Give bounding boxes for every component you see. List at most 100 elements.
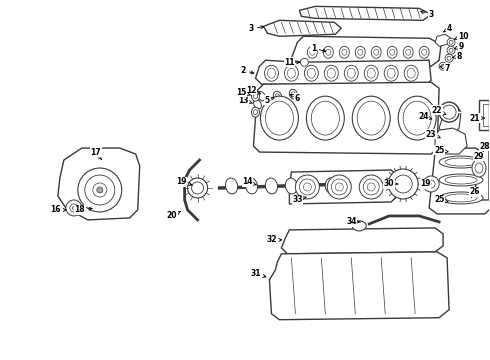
Ellipse shape xyxy=(273,91,282,101)
Ellipse shape xyxy=(192,182,203,194)
Ellipse shape xyxy=(439,192,483,204)
Text: 6: 6 xyxy=(290,94,300,103)
Ellipse shape xyxy=(85,175,115,205)
Ellipse shape xyxy=(245,178,258,194)
Polygon shape xyxy=(264,20,342,36)
Ellipse shape xyxy=(299,179,316,195)
Polygon shape xyxy=(58,148,140,220)
Polygon shape xyxy=(429,148,490,214)
Ellipse shape xyxy=(265,65,278,81)
Ellipse shape xyxy=(364,65,378,81)
Ellipse shape xyxy=(251,107,260,117)
Ellipse shape xyxy=(188,178,208,198)
Ellipse shape xyxy=(305,178,318,194)
Ellipse shape xyxy=(285,178,297,194)
Ellipse shape xyxy=(441,64,445,68)
Ellipse shape xyxy=(472,159,486,177)
Ellipse shape xyxy=(326,49,331,55)
Ellipse shape xyxy=(404,65,418,81)
Text: 13: 13 xyxy=(238,96,252,105)
Ellipse shape xyxy=(225,178,238,194)
Ellipse shape xyxy=(327,175,351,199)
Ellipse shape xyxy=(449,40,453,44)
Text: 25: 25 xyxy=(434,195,448,204)
Polygon shape xyxy=(439,106,461,134)
Ellipse shape xyxy=(403,46,413,58)
Text: 18: 18 xyxy=(74,206,92,215)
Ellipse shape xyxy=(387,46,397,58)
Text: 31: 31 xyxy=(250,269,266,278)
Ellipse shape xyxy=(359,175,383,199)
Ellipse shape xyxy=(258,91,266,101)
Ellipse shape xyxy=(266,101,294,135)
Text: 9: 9 xyxy=(455,42,464,51)
Ellipse shape xyxy=(357,101,385,135)
Ellipse shape xyxy=(439,156,483,168)
Ellipse shape xyxy=(419,46,429,58)
Polygon shape xyxy=(290,170,397,204)
Ellipse shape xyxy=(374,49,379,55)
Ellipse shape xyxy=(427,180,435,188)
Ellipse shape xyxy=(93,183,107,197)
Ellipse shape xyxy=(66,200,82,216)
Text: 19: 19 xyxy=(420,180,431,189)
Ellipse shape xyxy=(289,89,297,99)
Ellipse shape xyxy=(73,206,75,210)
Text: 19: 19 xyxy=(176,177,192,186)
Ellipse shape xyxy=(253,94,257,99)
Ellipse shape xyxy=(311,101,339,135)
Ellipse shape xyxy=(387,68,395,78)
Ellipse shape xyxy=(475,163,483,173)
Ellipse shape xyxy=(253,99,261,109)
Ellipse shape xyxy=(268,68,275,78)
Polygon shape xyxy=(255,60,431,86)
Text: 4: 4 xyxy=(443,24,452,33)
Text: 11: 11 xyxy=(284,58,300,67)
Ellipse shape xyxy=(304,65,319,81)
Ellipse shape xyxy=(406,49,411,55)
Ellipse shape xyxy=(384,65,398,81)
Ellipse shape xyxy=(266,178,277,194)
Text: 25: 25 xyxy=(434,145,448,154)
Ellipse shape xyxy=(371,46,381,58)
Ellipse shape xyxy=(344,65,358,81)
Polygon shape xyxy=(475,148,489,200)
Ellipse shape xyxy=(288,68,295,78)
Ellipse shape xyxy=(367,183,375,191)
Ellipse shape xyxy=(421,49,427,55)
Polygon shape xyxy=(299,6,431,20)
Text: 8: 8 xyxy=(453,52,462,61)
Text: 12: 12 xyxy=(246,86,261,95)
Text: 3: 3 xyxy=(249,24,264,33)
Ellipse shape xyxy=(253,110,257,114)
Polygon shape xyxy=(292,36,441,66)
Text: 14: 14 xyxy=(242,177,256,186)
Ellipse shape xyxy=(339,46,349,58)
Ellipse shape xyxy=(347,68,355,78)
Ellipse shape xyxy=(394,175,412,193)
Ellipse shape xyxy=(447,56,451,60)
Text: 24: 24 xyxy=(418,112,432,121)
Polygon shape xyxy=(281,228,443,254)
Text: 29: 29 xyxy=(474,152,484,161)
Ellipse shape xyxy=(342,49,347,55)
Ellipse shape xyxy=(439,102,459,122)
Text: 26: 26 xyxy=(470,188,480,197)
Text: 21: 21 xyxy=(470,114,484,123)
Ellipse shape xyxy=(323,46,333,58)
Ellipse shape xyxy=(78,168,122,212)
Ellipse shape xyxy=(352,96,390,140)
Ellipse shape xyxy=(292,92,295,96)
Text: 33: 33 xyxy=(292,195,306,204)
Ellipse shape xyxy=(388,169,418,199)
Ellipse shape xyxy=(447,46,455,54)
Ellipse shape xyxy=(331,179,347,195)
Text: 7: 7 xyxy=(440,64,450,73)
Text: 23: 23 xyxy=(426,130,440,139)
Text: 34: 34 xyxy=(346,217,360,226)
Ellipse shape xyxy=(352,221,366,231)
Ellipse shape xyxy=(442,105,456,119)
Ellipse shape xyxy=(447,38,455,46)
Ellipse shape xyxy=(275,94,279,99)
Ellipse shape xyxy=(403,101,431,135)
